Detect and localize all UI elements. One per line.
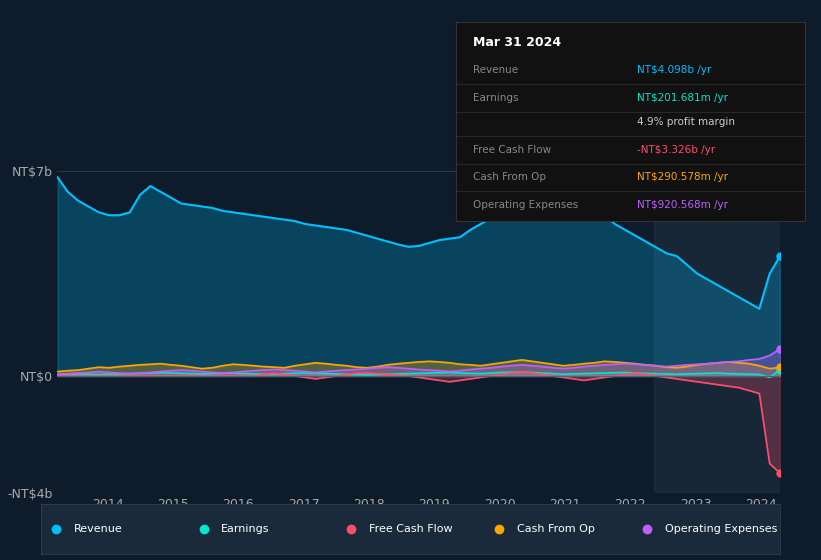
Text: Revenue: Revenue: [74, 524, 122, 534]
Text: Earnings: Earnings: [473, 93, 519, 103]
Text: Cash From Op: Cash From Op: [473, 172, 546, 183]
Bar: [654, 157, 780, 493]
Text: Cash From Op: Cash From Op: [517, 524, 594, 534]
Text: 4.9% profit margin: 4.9% profit margin: [637, 117, 735, 127]
Text: NT$920.568m /yr: NT$920.568m /yr: [637, 200, 728, 211]
Text: Mar 31 2024: Mar 31 2024: [473, 36, 562, 49]
Text: NT$4.098b /yr: NT$4.098b /yr: [637, 65, 711, 75]
Text: Revenue: Revenue: [473, 65, 518, 75]
Text: NT$201.681m /yr: NT$201.681m /yr: [637, 93, 728, 103]
Text: Free Cash Flow: Free Cash Flow: [473, 144, 551, 155]
Text: Free Cash Flow: Free Cash Flow: [369, 524, 452, 534]
Text: NT$290.578m /yr: NT$290.578m /yr: [637, 172, 728, 183]
Text: -NT$3.326b /yr: -NT$3.326b /yr: [637, 144, 715, 155]
Text: Operating Expenses: Operating Expenses: [665, 524, 777, 534]
Text: Operating Expenses: Operating Expenses: [473, 200, 578, 211]
Text: Earnings: Earnings: [222, 524, 270, 534]
